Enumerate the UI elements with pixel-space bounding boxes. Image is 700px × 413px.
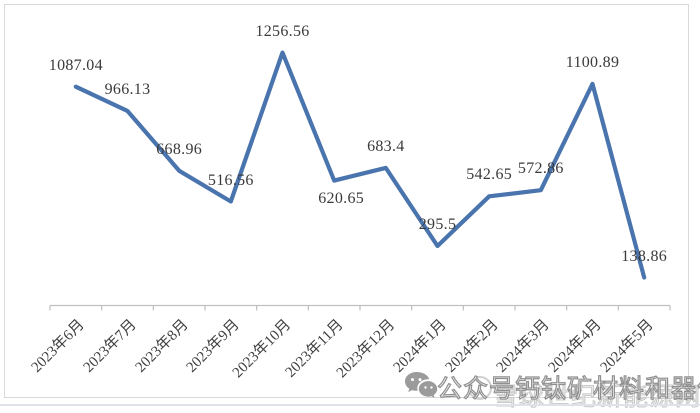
page-edge-divider bbox=[0, 404, 700, 406]
data-label: 295.5 bbox=[418, 216, 457, 234]
data-label: 1256.56 bbox=[255, 22, 310, 40]
data-label: 572.86 bbox=[517, 160, 564, 178]
data-label: 683.4 bbox=[367, 137, 405, 155]
data-label: 542.65 bbox=[466, 166, 513, 184]
data-label: 138.86 bbox=[621, 247, 668, 265]
data-label: 1087.04 bbox=[48, 56, 103, 74]
data-label: 516.56 bbox=[207, 171, 254, 189]
data-label: 966.13 bbox=[104, 81, 151, 99]
data-label: 1100.89 bbox=[565, 53, 620, 71]
series-line bbox=[73, 50, 647, 280]
data-label: 620.65 bbox=[318, 189, 365, 207]
chart-frame bbox=[4, 4, 689, 398]
data-label: 668.96 bbox=[156, 140, 203, 158]
